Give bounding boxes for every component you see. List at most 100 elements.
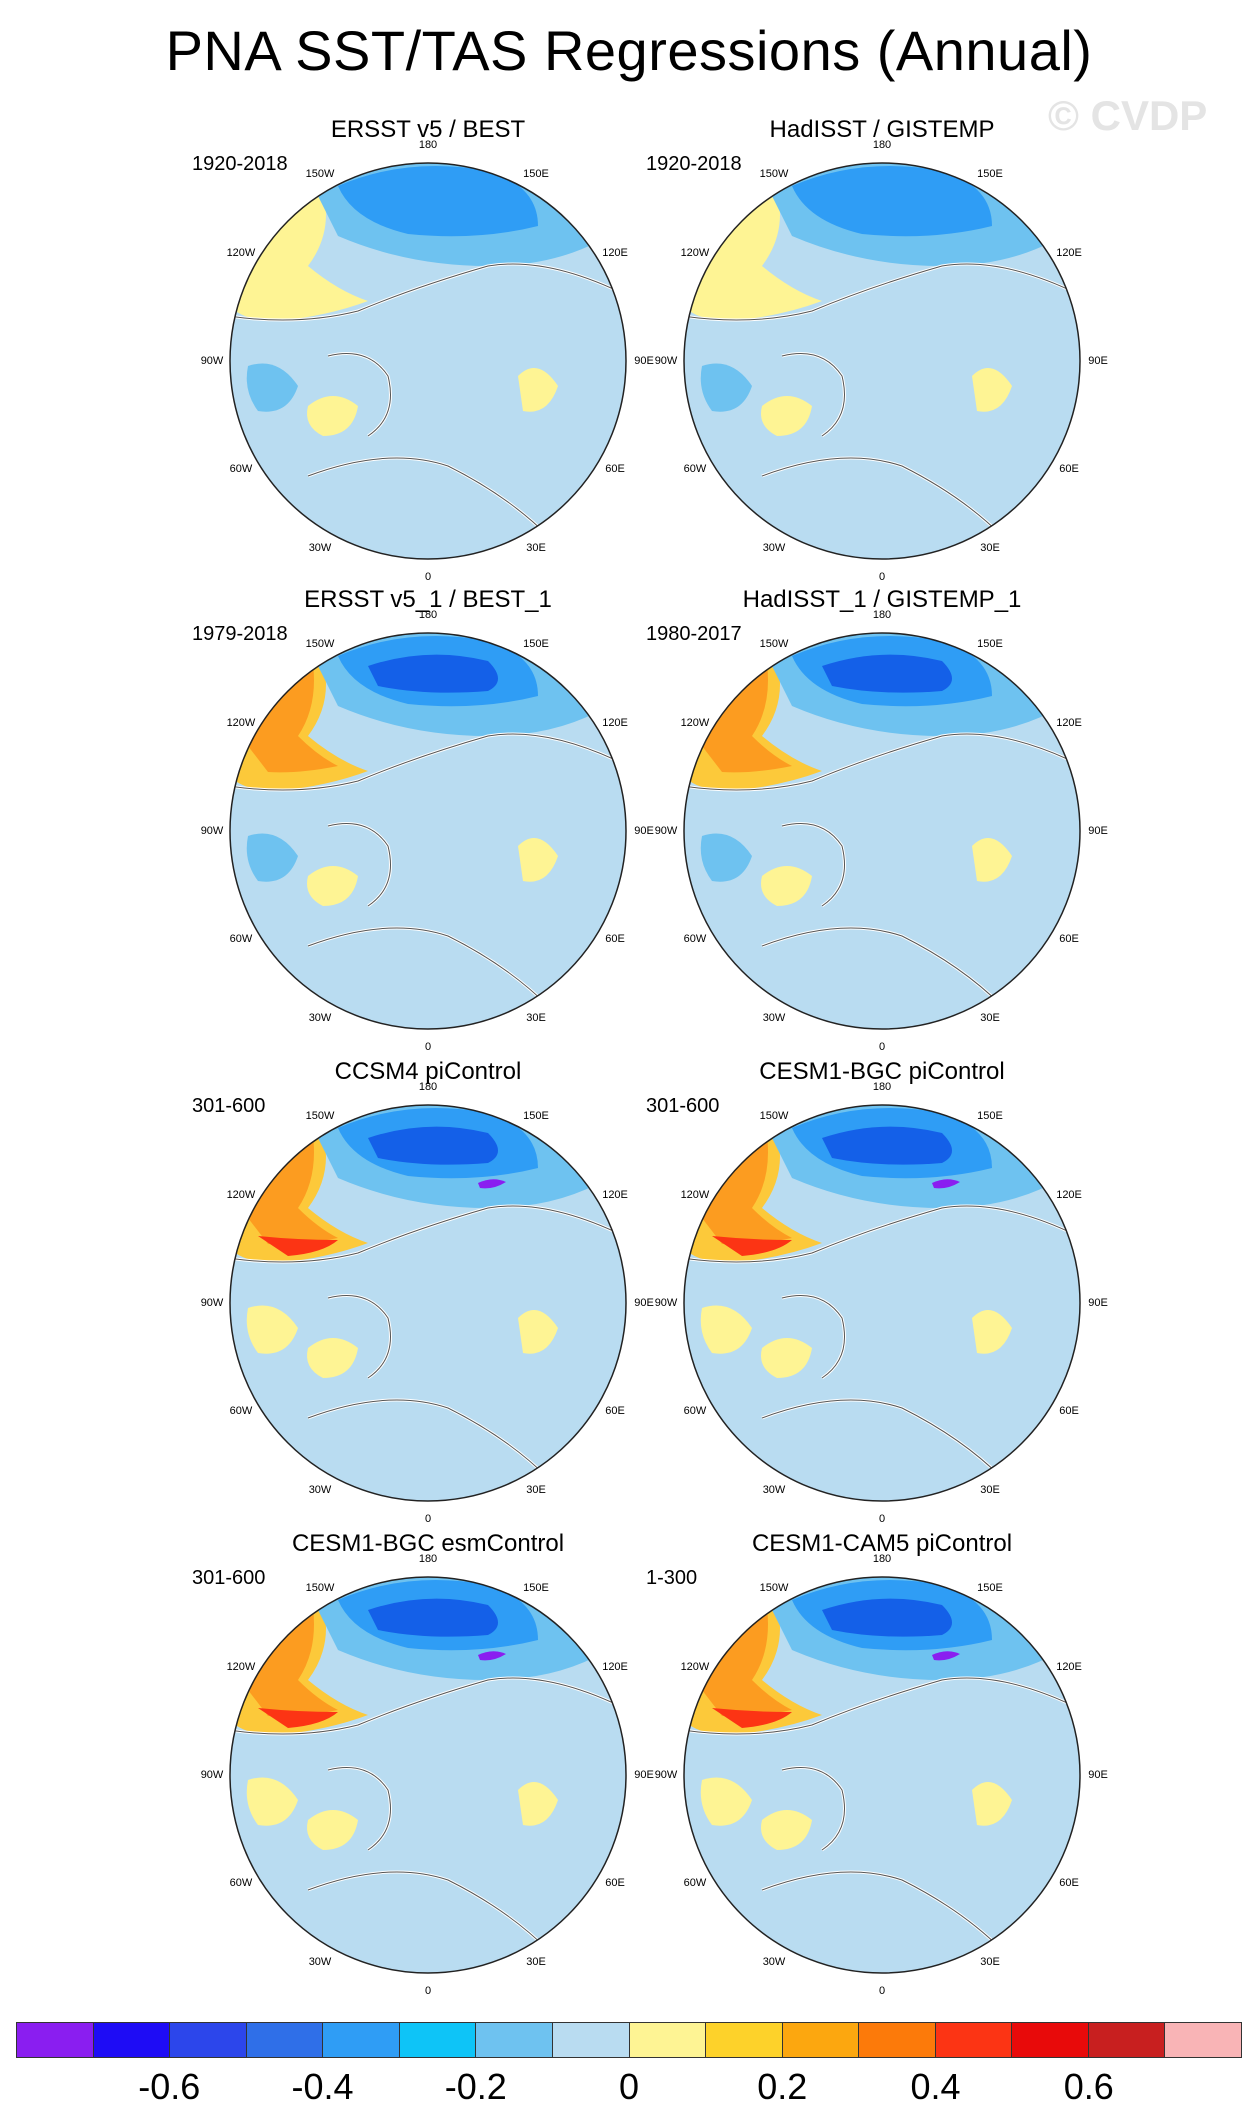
- longitude-label: 150W: [759, 1581, 789, 1594]
- panel-period: 1980-2017: [646, 623, 742, 645]
- map-panel: HadISST_1 / GISTEMP_1 1980-2017 180 150W 150…: [642, 586, 1122, 1056]
- panel-period: 1979-2018: [192, 623, 288, 645]
- hot-core-west: [712, 1708, 792, 1728]
- longitude-label: 60W: [683, 933, 707, 945]
- longitude-label: 180: [872, 609, 892, 621]
- longitude-label: 30W: [308, 1012, 332, 1025]
- longitude-label: 0: [424, 1985, 432, 1997]
- map-panel: CESM1-CAM5 piControl 1-300 180 150W 150E 120W…: [642, 1530, 1122, 2000]
- patch-greenland: [761, 396, 812, 436]
- longitude-label: 90E: [1088, 355, 1108, 367]
- longitude-label: 30E: [526, 1012, 546, 1025]
- colorbar-swatch: [17, 2023, 94, 2057]
- longitude-label: 30E: [526, 542, 546, 555]
- coastline-outline: [230, 263, 626, 537]
- longitude-label: 90E: [634, 355, 654, 367]
- longitude-label: 150W: [759, 637, 789, 650]
- polar-map: [683, 1576, 1081, 1974]
- map-panel: HadISST / GISTEMP 1920-2018 180 150W 150E 120…: [642, 116, 1122, 586]
- longitude-label: 150E: [977, 1581, 1003, 1594]
- longitude-label: 30W: [762, 1012, 786, 1025]
- colorbar-swatch: [1165, 2023, 1241, 2057]
- patch-greenland: [761, 1338, 812, 1378]
- panel-period: 301-600: [192, 1095, 266, 1117]
- map-panel: CESM1-BGC piControl 301-600 180 150W 150E 120…: [642, 1058, 1122, 1528]
- longitude-label: 60E: [1059, 1405, 1079, 1417]
- longitude-label: 180: [418, 1081, 438, 1093]
- longitude-label: 90E: [1088, 1297, 1108, 1309]
- colorbar-swatch: [399, 2023, 477, 2057]
- longitude-label: 150W: [759, 1109, 789, 1122]
- longitude-label: 150W: [305, 1581, 335, 1594]
- map-panel: CCSM4 piControl 301-600 180 150W 150E 120W 120…: [188, 1058, 668, 1528]
- longitude-label: 150E: [523, 637, 549, 650]
- longitude-label: 0: [878, 1513, 886, 1525]
- hot-core-west: [258, 1708, 338, 1728]
- panel-period: 1920-2018: [192, 153, 288, 175]
- longitude-label: 30E: [980, 1012, 1000, 1025]
- patch-atlantic: [246, 833, 298, 882]
- patch-greenland: [307, 1810, 358, 1850]
- longitude-label: 90E: [1088, 825, 1108, 837]
- longitude-label: 60E: [605, 1405, 625, 1417]
- polar-map: [683, 162, 1081, 560]
- longitude-label: 30W: [308, 1484, 332, 1497]
- longitude-label: 150W: [759, 167, 789, 180]
- page-title: PNA SST/TAS Regressions (Annual): [165, 19, 1093, 82]
- panel-title: CESM1-BGC esmControl: [291, 1530, 565, 1557]
- longitude-label: 120E: [602, 717, 628, 729]
- polar-map: [229, 162, 627, 560]
- longitude-label: 30E: [980, 1484, 1000, 1497]
- longitude-label: 150E: [977, 167, 1003, 180]
- patch-atlantic: [246, 1305, 298, 1354]
- longitude-label: 90W: [200, 355, 224, 367]
- cold-deep-pacific: [368, 654, 498, 693]
- longitude-label: 60W: [683, 1877, 707, 1889]
- panel-title: HadISST / GISTEMP: [769, 116, 995, 143]
- longitude-label: 90W: [654, 825, 678, 837]
- patch-east: [518, 368, 558, 412]
- coastline-outline: [684, 263, 1080, 537]
- patch-atlantic: [700, 1777, 752, 1826]
- colorbar-swatch: [859, 2023, 936, 2057]
- longitude-label: 150W: [305, 167, 335, 180]
- cold-deep-pacific: [822, 1598, 952, 1637]
- panel-period: 301-600: [646, 1095, 720, 1117]
- longitude-label: 180: [418, 609, 438, 621]
- patch-greenland: [761, 866, 812, 906]
- patch-atlantic: [246, 1777, 298, 1826]
- map-panel: ERSST v5_1 / BEST_1 1979-2018 180 150W 150E 1…: [188, 586, 668, 1056]
- polar-map: [229, 1576, 627, 1974]
- longitude-label: 0: [424, 1513, 432, 1525]
- map-border: [683, 632, 1081, 1030]
- longitude-label: 0: [424, 1041, 432, 1053]
- map-panel: CESM1-BGC esmControl 301-600 180 150W 150E 12…: [188, 1530, 668, 2000]
- panel-title: CESM1-BGC piControl: [759, 1058, 1005, 1085]
- map-border: [683, 162, 1081, 560]
- cold-deep-pacific: [368, 1126, 498, 1165]
- colorbar-swatch: [782, 2023, 860, 2057]
- extreme-cold-core: [932, 1651, 960, 1661]
- map-panel: ERSST v5 / BEST 1920-2018 180 150W 150E 120W 1…: [188, 116, 668, 586]
- longitude-label: 60E: [1059, 933, 1079, 945]
- polar-map: [683, 632, 1081, 1030]
- longitude-label: 60W: [229, 1405, 253, 1417]
- longitude-label: 90W: [200, 1297, 224, 1309]
- map-border: [229, 632, 627, 1030]
- panel-title: CCSM4 piControl: [334, 1058, 522, 1085]
- panel-title: HadISST_1 / GISTEMP_1: [742, 586, 1022, 613]
- patch-east: [972, 838, 1012, 882]
- longitude-label: 120W: [680, 717, 710, 729]
- longitude-label: 150E: [977, 1109, 1003, 1122]
- coastline-outline: [684, 733, 1080, 1007]
- warm-core-west: [248, 1136, 338, 1245]
- longitude-label: 90E: [634, 1297, 654, 1309]
- colorbar-tick-label: 0.4: [910, 2066, 961, 2107]
- longitude-label: 90W: [200, 825, 224, 837]
- longitude-label: 90E: [634, 1769, 654, 1781]
- longitude-label: 0: [878, 1041, 886, 1053]
- warm-core-west: [248, 664, 338, 773]
- longitude-label: 90W: [654, 1769, 678, 1781]
- colorbar-swatch: [629, 2023, 707, 2057]
- longitude-label: 120W: [226, 717, 256, 729]
